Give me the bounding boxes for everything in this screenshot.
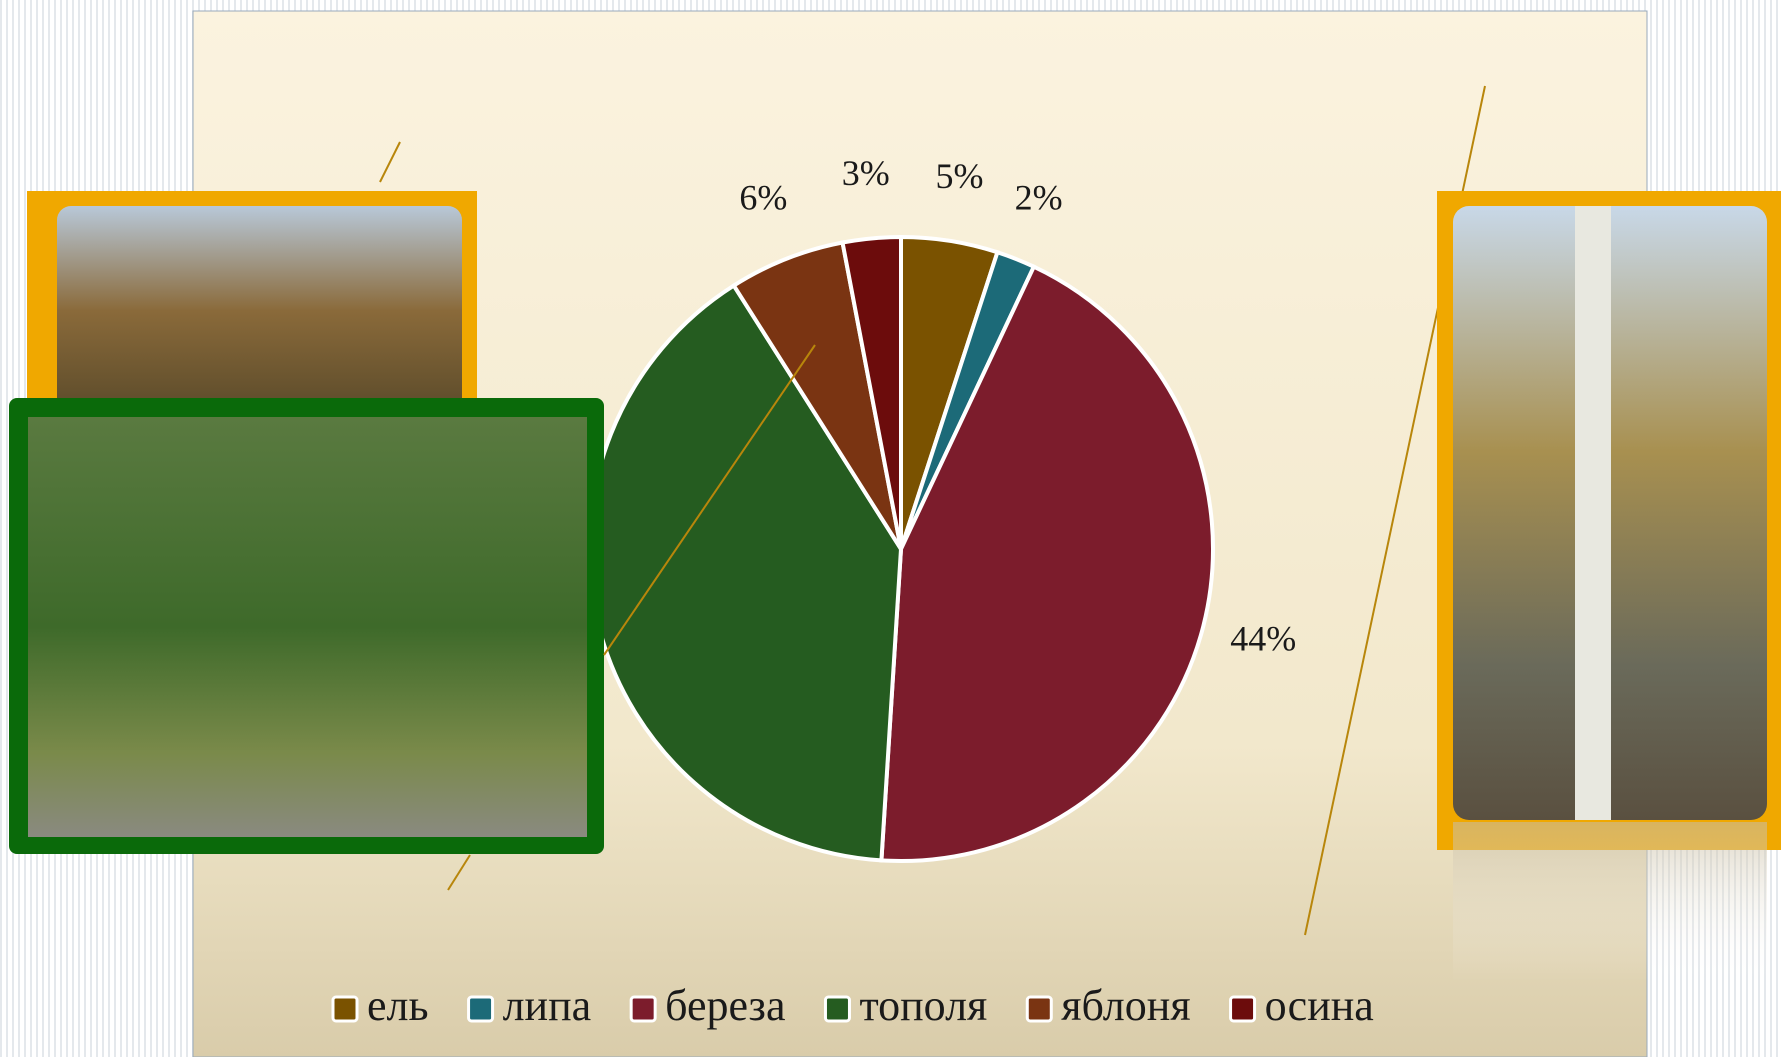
- legend-label: береза: [665, 981, 785, 1030]
- data-label: 2%: [1015, 178, 1063, 218]
- photo-tree: [57, 206, 462, 416]
- legend-swatch: [1027, 997, 1051, 1021]
- legend-swatch: [1231, 997, 1255, 1021]
- legend-swatch: [631, 997, 655, 1021]
- legend-label: яблоня: [1061, 981, 1190, 1030]
- legend-swatch: [333, 997, 357, 1021]
- data-label: 44%: [1230, 618, 1296, 658]
- data-label: 5%: [936, 156, 984, 196]
- legend-label: тополя: [859, 981, 987, 1030]
- legend-label: осина: [1265, 981, 1374, 1030]
- photo-reflection: [1453, 822, 1767, 982]
- legend-swatch: [469, 997, 493, 1021]
- slide: 5% 2% 44% 6% 3% ель липа береза тополя яблоня оси…: [0, 0, 1781, 1057]
- legend-swatch: [825, 997, 849, 1021]
- data-label: 3%: [842, 153, 890, 193]
- legend-label: липа: [503, 981, 592, 1030]
- photo-apple: [28, 417, 587, 837]
- data-label: 6%: [739, 178, 787, 218]
- birch-trunk: [1575, 206, 1611, 820]
- legend-label: ель: [367, 981, 429, 1030]
